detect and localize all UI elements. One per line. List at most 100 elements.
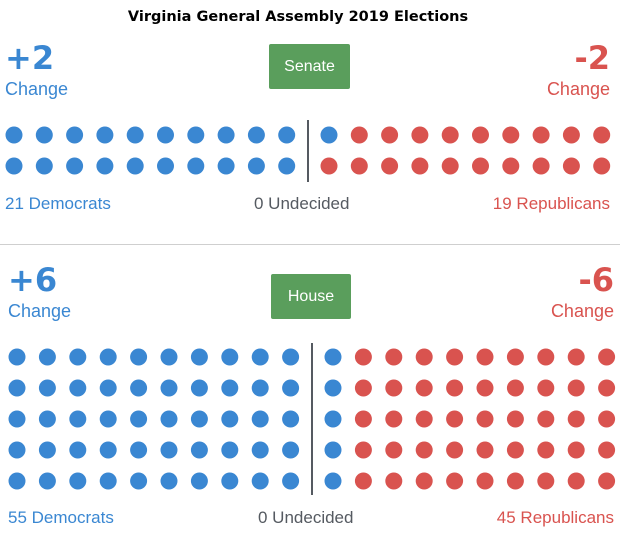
republican-seat	[350, 126, 368, 144]
republican-seat	[354, 410, 372, 428]
democrat-seat	[190, 348, 208, 366]
republican-seat	[411, 157, 429, 175]
republican-seat	[354, 472, 372, 490]
republican-seat	[415, 441, 433, 459]
republican-seat	[537, 441, 555, 459]
democrat-seat	[221, 410, 239, 428]
democrat-seat	[278, 157, 296, 175]
democrat-seat	[187, 157, 205, 175]
rep-change-label: Change	[550, 301, 614, 321]
republican-seat	[537, 410, 555, 428]
republican-seat	[446, 410, 464, 428]
senate-seat-grid	[5, 120, 611, 182]
democrat-seat	[160, 472, 178, 490]
republican-seat	[598, 410, 616, 428]
democrat-seat	[282, 441, 300, 459]
democrat-seat	[66, 126, 84, 144]
undecided-count: 0 Undecided	[254, 194, 350, 213]
republican-seat	[472, 126, 489, 144]
republican-seat	[385, 348, 403, 366]
democrat-seat	[247, 126, 265, 144]
democrat-seat	[251, 379, 269, 397]
republican-seat	[537, 348, 555, 366]
democrat-seat	[278, 126, 296, 144]
democrat-seat	[157, 126, 174, 144]
democrat-seat	[251, 472, 269, 490]
republican-seat	[415, 348, 433, 366]
house-seat-grid	[8, 343, 616, 495]
democrat-seat	[8, 348, 26, 366]
republican-seat	[476, 472, 494, 490]
democrat-seat	[8, 472, 26, 490]
republican-seat	[411, 126, 429, 144]
democrat-seat	[251, 410, 269, 428]
democrat-seat	[157, 157, 174, 175]
democrat-seat	[99, 379, 117, 397]
democrat-seat	[5, 157, 23, 175]
democrat-seat	[324, 472, 342, 490]
republican-seat	[415, 472, 433, 490]
republican-seat	[441, 126, 459, 144]
dem-change-label: Change	[5, 79, 69, 99]
democrat-seat	[160, 441, 178, 459]
republican-seat	[354, 379, 372, 397]
rep-change-label: Change	[546, 79, 610, 99]
republican-seat	[502, 126, 520, 144]
senate-section: +2 Change Senate -2 Change 21 Democrats …	[0, 38, 620, 238]
democrat-seat	[38, 441, 56, 459]
republican-seat	[415, 379, 433, 397]
republican-seat	[598, 348, 616, 366]
democrat-seat	[251, 348, 269, 366]
democrat-seat	[96, 157, 114, 175]
republican-seat	[354, 348, 372, 366]
republican-seat	[381, 126, 399, 144]
democrat-seat	[8, 379, 26, 397]
democrat-seat	[282, 348, 300, 366]
section-divider	[0, 244, 620, 245]
republican-seat	[567, 472, 585, 490]
democrat-seat	[99, 441, 117, 459]
republican-seat	[354, 441, 372, 459]
democrat-seat	[126, 126, 144, 144]
republican-seat	[567, 348, 585, 366]
republican-seat	[506, 379, 524, 397]
rep-change-value: -2	[574, 39, 610, 77]
house-section: +6 Change House -6 Change 55 Democrats 0…	[0, 260, 620, 530]
democrat-seat	[217, 157, 235, 175]
republican-seat	[415, 410, 433, 428]
democrat-seat	[130, 348, 148, 366]
democrat-seat	[38, 348, 56, 366]
republican-seat	[567, 410, 585, 428]
republican-seat	[446, 348, 464, 366]
democrat-seat	[221, 379, 239, 397]
dem-change-label: Change	[8, 301, 72, 321]
republican-seat	[350, 157, 368, 175]
republican-seat	[381, 157, 399, 175]
democrat-seat	[247, 157, 265, 175]
democrat-seat	[69, 379, 87, 397]
page-title: Virginia General Assembly 2019 Elections	[127, 9, 469, 25]
democrat-seat	[160, 348, 178, 366]
republican-seat	[476, 348, 494, 366]
dem-count: 55 Democrats	[8, 508, 114, 527]
democrat-seat	[251, 441, 269, 459]
republican-seat	[532, 126, 550, 144]
republican-seat	[385, 472, 403, 490]
democrat-seat	[35, 157, 53, 175]
republican-seat	[598, 472, 616, 490]
republican-seat	[446, 472, 464, 490]
republican-seat	[598, 441, 616, 459]
republican-seat	[506, 410, 524, 428]
dem-change-value: +6	[8, 261, 58, 299]
democrat-seat	[96, 126, 114, 144]
democrat-seat	[160, 410, 178, 428]
dem-count: 21 Democrats	[5, 194, 111, 213]
senate-button[interactable]: Senate	[269, 44, 350, 89]
republican-seat	[567, 441, 585, 459]
house-button[interactable]: House	[271, 274, 351, 319]
democrat-seat	[190, 472, 208, 490]
democrat-seat	[38, 472, 56, 490]
democrat-seat	[221, 472, 239, 490]
democrat-seat	[282, 379, 300, 397]
republican-seat	[385, 379, 403, 397]
